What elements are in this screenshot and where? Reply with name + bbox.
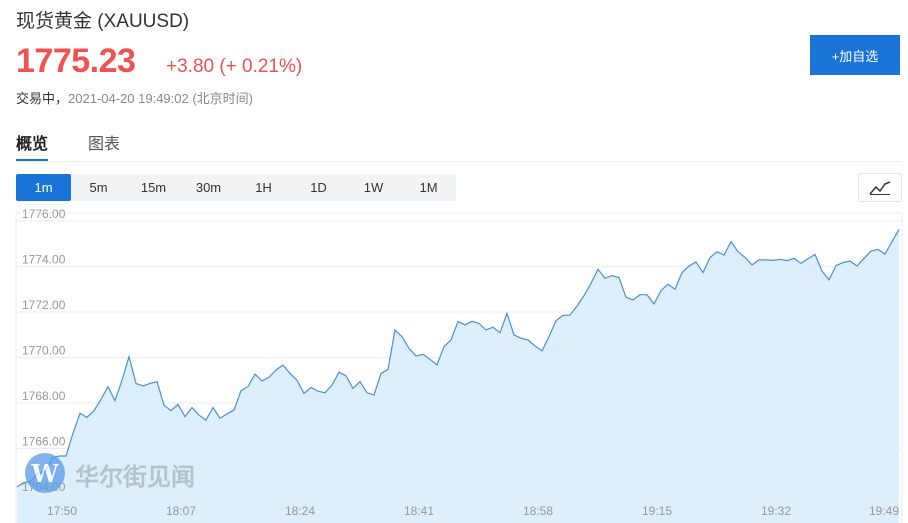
status-text: 交易中， (16, 91, 69, 106)
line-chart-icon (869, 180, 891, 195)
price-chart: 1776.00 1774.00 1772.00 1770.00 1768.00 1766.… (15, 207, 903, 523)
period-selector: 1m 5m 15m 30m 1H 1D 1W 1M (16, 174, 456, 201)
period-1h[interactable]: 1H (255, 180, 272, 195)
x-tick-label: 18:07 (166, 504, 196, 518)
x-tick-label: 19:32 (761, 504, 791, 518)
divider (16, 161, 902, 162)
x-tick-label: 19:49 (869, 504, 899, 518)
y-tick-label: 1776.00 (22, 207, 66, 221)
tab-overview[interactable]: 概览 (16, 130, 49, 162)
period-1d[interactable]: 1D (310, 180, 327, 195)
x-tick-label: 19:15 (642, 504, 672, 518)
x-tick-label: 18:58 (523, 504, 553, 518)
x-tick-label: 18:24 (285, 504, 315, 518)
watermark: W 华尔街见闻 (25, 453, 195, 493)
chart-type-button[interactable] (858, 173, 902, 202)
period-1m[interactable]: 1m (16, 174, 71, 201)
watermark-text: 华尔街见闻 (75, 462, 195, 491)
x-tick-label: 18:41 (404, 504, 434, 518)
y-tick-label: 1768.00 (22, 389, 66, 403)
y-tick-label: 1772.00 (22, 298, 66, 312)
current-price: 1775.23 (16, 42, 136, 80)
y-tick-label: 1770.00 (22, 344, 66, 358)
price-line (16, 229, 900, 488)
svg-text:W: W (31, 459, 60, 488)
watermark-logo-icon (25, 453, 65, 493)
timestamp: 2021-04-20 19:49:02 (北京时间) (68, 91, 253, 106)
price-change: +3.80 (+ 0.21%) (166, 56, 303, 77)
period-5m[interactable]: 5m (89, 180, 108, 195)
tab-chart[interactable]: 图表 (88, 136, 121, 153)
period-30m[interactable]: 30m (195, 180, 222, 195)
period-15m[interactable]: 15m (140, 180, 167, 195)
trading-status: 交易中，2021-04-20 19:49:02 (北京时间) (16, 88, 253, 107)
area-fill (17, 229, 899, 523)
period-1w[interactable]: 1W (363, 180, 384, 195)
period-1mo[interactable]: 1M (419, 180, 438, 195)
instrument-title: 现货黄金 (XAUUSD) (16, 11, 190, 32)
y-tick-label: 1774.00 (22, 253, 66, 267)
x-tick-label: 17:50 (47, 504, 77, 518)
y-tick-label: 1766.00 (22, 435, 66, 449)
add-to-watchlist-button[interactable]: +加自选 (810, 35, 900, 75)
